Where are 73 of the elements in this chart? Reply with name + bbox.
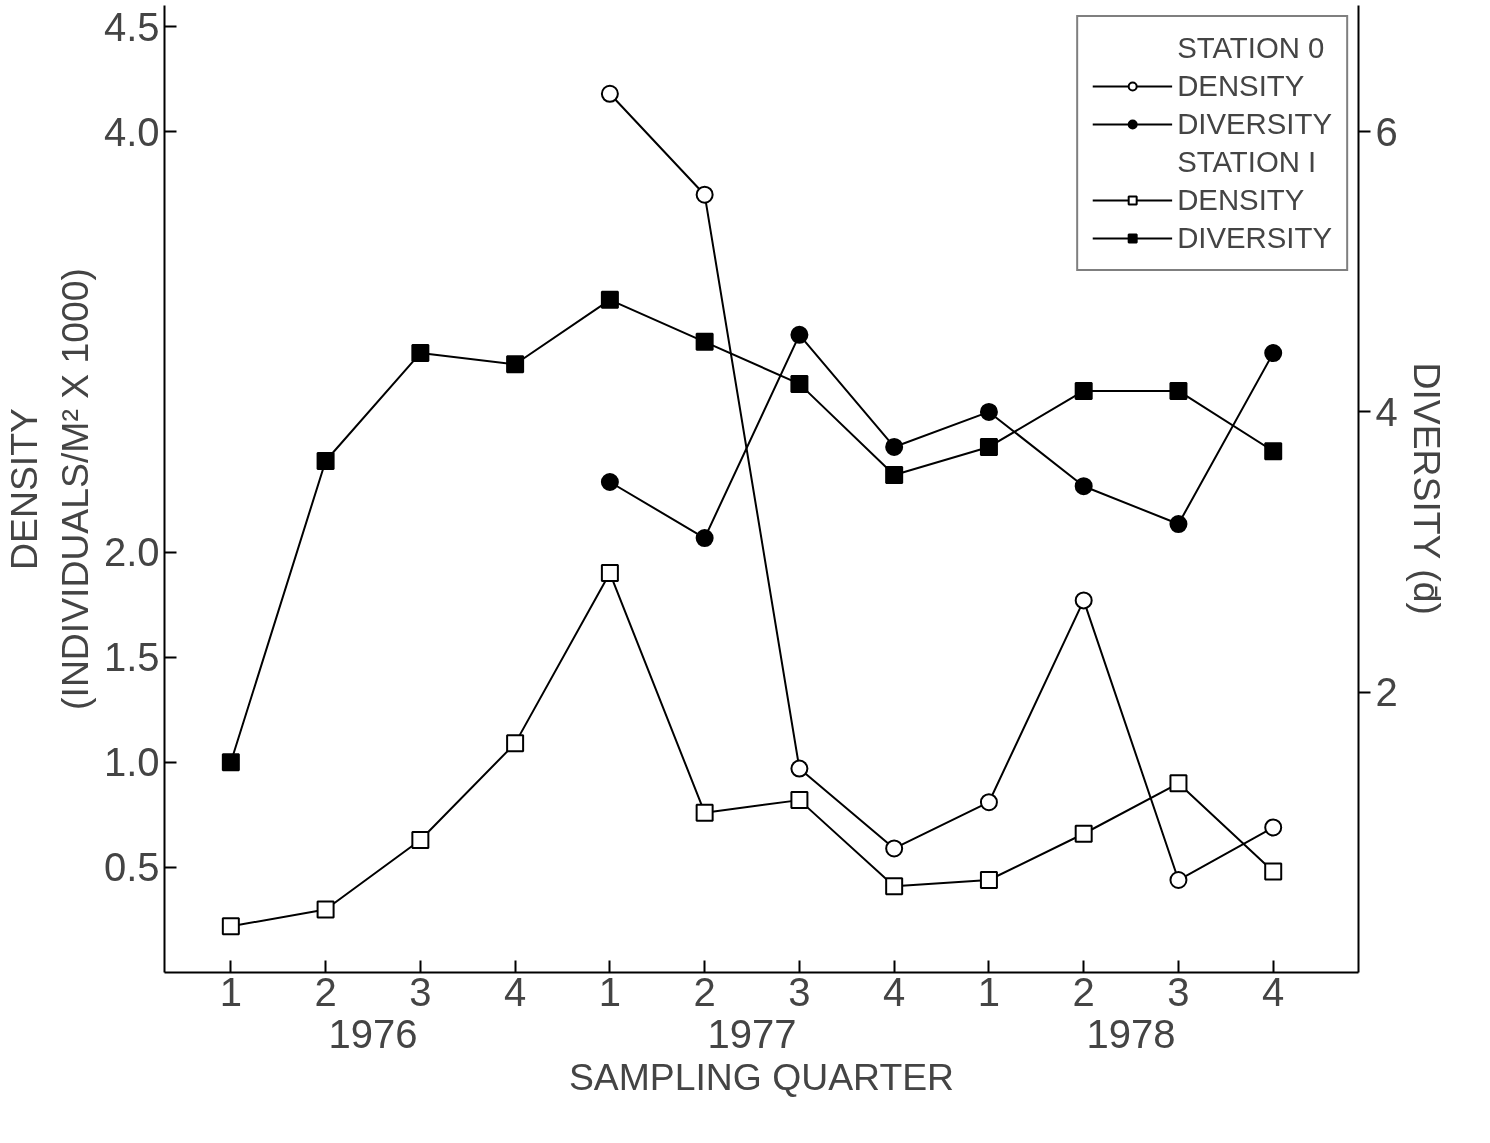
point [1074, 477, 1093, 496]
point [1264, 818, 1283, 837]
x-axis-title: SAMPLING QUARTER [568, 1055, 955, 1098]
point [600, 564, 619, 583]
point [695, 185, 714, 204]
point [979, 437, 998, 456]
point [600, 290, 619, 309]
y-tick-label: 0.5 [103, 845, 160, 890]
point [979, 402, 998, 421]
x-tick-label: 4 [883, 969, 906, 1014]
point [979, 793, 998, 812]
text: 1976 [328, 1011, 418, 1056]
point [1264, 344, 1283, 363]
x-tick-label: 1 [977, 969, 1001, 1014]
point [221, 753, 240, 772]
point [790, 325, 809, 344]
y-tick-label: 1.0 [103, 740, 160, 785]
x-tick-label: 2 [314, 969, 337, 1014]
y2-tick-label: 2 [1375, 670, 1398, 715]
point [1074, 381, 1093, 400]
point [1264, 862, 1283, 881]
point [506, 734, 525, 753]
point [506, 355, 525, 374]
point [1074, 591, 1093, 610]
point [1169, 381, 1188, 400]
annotation: STATION I [1177, 145, 1317, 179]
point [600, 473, 619, 491]
y-tick-label: 2.0 [103, 530, 160, 575]
point [790, 759, 809, 778]
x-tick-label: 3 [788, 969, 811, 1014]
text: 1978 [1086, 1011, 1176, 1056]
point [1074, 824, 1093, 843]
x-tick-label: 2 [1072, 969, 1095, 1014]
y-tick-label: 4.5 [103, 4, 160, 49]
point [316, 451, 335, 470]
x-tick-label: 1 [598, 969, 622, 1014]
y2-axis-title: DIVERSITY (d̄) [1405, 362, 1448, 615]
point [885, 465, 904, 484]
point [1264, 442, 1283, 461]
point [411, 831, 430, 850]
point [1169, 774, 1188, 793]
point [790, 374, 809, 393]
point [600, 84, 619, 103]
point [1169, 871, 1188, 889]
point [885, 877, 904, 896]
x-tick-label: 2 [693, 969, 716, 1014]
point [316, 900, 335, 919]
point [1169, 515, 1188, 534]
x-tick-label: 3 [409, 969, 432, 1014]
y-tick-label: 4.0 [103, 109, 160, 154]
point [221, 917, 240, 936]
text: 1977 [707, 1011, 797, 1056]
legend-label: DIVERSITY [1177, 107, 1332, 141]
x-tick-label: 4 [504, 969, 527, 1014]
legend-label: DIVERSITY [1177, 221, 1332, 255]
legend-label: DENSITY [1177, 183, 1305, 217]
x-tick-label: 1 [219, 969, 242, 1014]
point [790, 791, 809, 810]
point [695, 803, 714, 822]
point [979, 871, 998, 889]
x-tick-label: 3 [1167, 969, 1190, 1014]
legend-label: DENSITY [1177, 69, 1305, 103]
y2-tick-label: 4 [1375, 389, 1398, 434]
point [885, 839, 904, 858]
point [411, 344, 430, 363]
x-tick-label: 4 [1262, 969, 1285, 1014]
y-axis-title: DENSITY (INDIVIDUALS/M² X 1000) [3, 268, 96, 710]
y-tick-label: 1.5 [103, 635, 160, 680]
point [695, 332, 714, 351]
annotation: STATION 0 [1177, 31, 1325, 65]
y2-tick-label: 6 [1375, 109, 1398, 154]
point [885, 437, 904, 456]
point [695, 529, 714, 548]
